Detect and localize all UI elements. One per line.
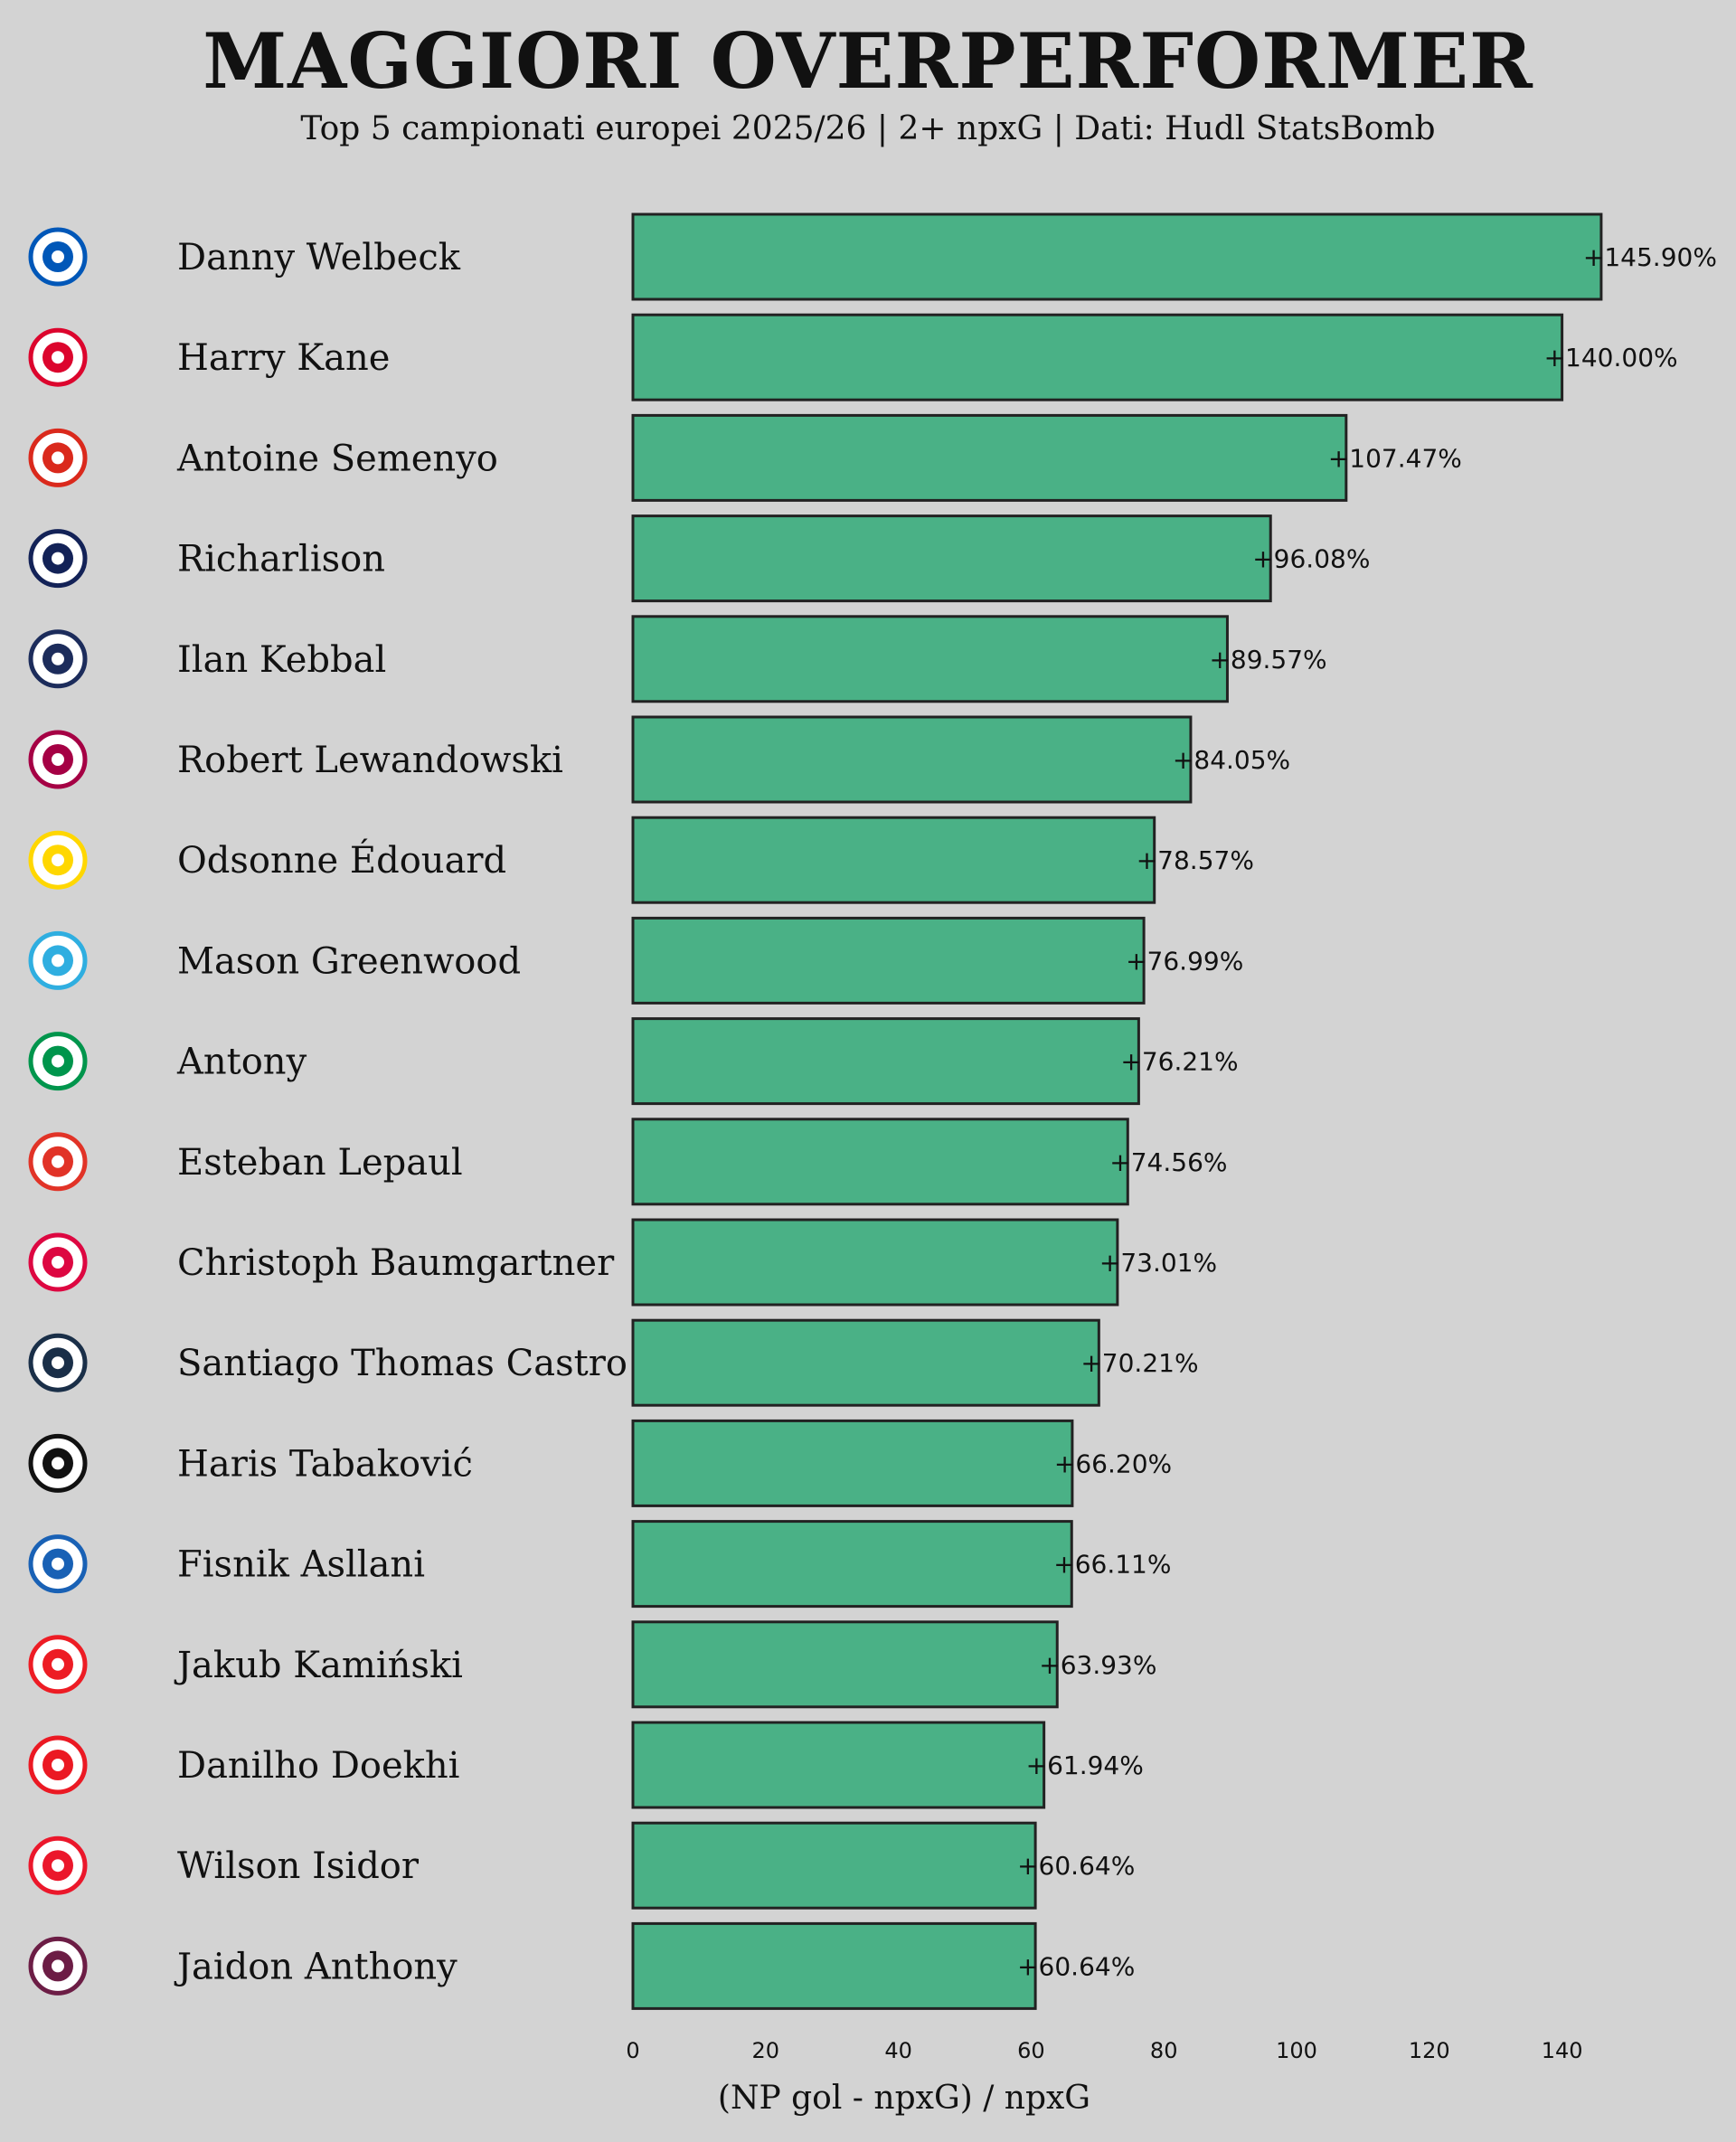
bar bbox=[631, 1620, 1059, 1709]
value-label: +145.90% bbox=[1583, 242, 1717, 272]
bar bbox=[631, 1419, 1074, 1507]
koln-crest-icon bbox=[28, 1635, 88, 1694]
value-label: +84.05% bbox=[1173, 745, 1290, 775]
x-tick-label: 80 bbox=[1150, 2038, 1178, 2063]
bar bbox=[631, 1017, 1140, 1106]
player-name: Odsonne Édouard bbox=[177, 839, 506, 882]
betis-crest-icon bbox=[28, 1032, 88, 1091]
value-label: +78.57% bbox=[1137, 845, 1254, 875]
bar bbox=[631, 1821, 1037, 1910]
value-label: +61.94% bbox=[1026, 1750, 1144, 1780]
x-tick-label: 100 bbox=[1276, 2038, 1317, 2063]
player-name: Robert Lewandowski bbox=[177, 740, 563, 781]
leipzig-crest-icon bbox=[28, 1232, 88, 1292]
value-label: +70.21% bbox=[1080, 1348, 1198, 1378]
bar bbox=[631, 715, 1193, 804]
player-name: Antony bbox=[176, 1042, 307, 1083]
player-names: Danny Welbeck Harry Kane Antoine Semenyo Ri… bbox=[174, 237, 627, 1987]
player-name: Mason Greenwood bbox=[177, 940, 521, 982]
rennes-crest-icon bbox=[28, 1132, 88, 1192]
bayern-crest-icon bbox=[28, 327, 88, 387]
player-name: Danny Welbeck bbox=[177, 237, 461, 278]
x-tick-label: 40 bbox=[884, 2038, 912, 2063]
bar bbox=[631, 615, 1229, 703]
bars bbox=[631, 212, 1603, 2010]
player-name: Esteban Lepaul bbox=[177, 1142, 463, 1184]
team-logos bbox=[28, 227, 88, 1996]
gladbach-crest-icon bbox=[28, 1433, 88, 1493]
bar bbox=[631, 1218, 1119, 1307]
player-name: Harry Kane bbox=[177, 337, 390, 379]
brighton-crest-icon bbox=[28, 227, 88, 287]
value-label: +60.64% bbox=[1017, 1951, 1135, 1981]
marseille-crest-icon bbox=[28, 930, 88, 990]
value-label: +66.11% bbox=[1053, 1550, 1171, 1580]
chart-subtitle: Top 5 campionati europei 2025/26 | 2+ np… bbox=[300, 110, 1436, 147]
bologna-crest-icon bbox=[28, 1333, 88, 1392]
bar bbox=[631, 1921, 1037, 2010]
x-tick-label: 140 bbox=[1542, 2038, 1583, 2063]
x-tick-label: 20 bbox=[752, 2038, 780, 2063]
player-name: Haris Tabaković bbox=[177, 1443, 473, 1485]
x-tick-label: 120 bbox=[1409, 2038, 1450, 2063]
x-tick-label: 60 bbox=[1017, 2038, 1045, 2063]
player-name: Danilho Doekhi bbox=[177, 1745, 459, 1787]
bar bbox=[631, 816, 1156, 904]
value-label: +66.20% bbox=[1054, 1448, 1172, 1478]
player-name: Jaidon Anthony bbox=[174, 1946, 458, 1987]
burnley-crest-icon bbox=[28, 1936, 88, 1996]
player-name: Richarlison bbox=[177, 539, 385, 580]
bournemouth-crest-icon bbox=[28, 428, 88, 487]
player-name: Santiago Thomas Castro bbox=[177, 1343, 627, 1384]
union-berlin-crest-icon bbox=[28, 1735, 88, 1795]
value-label: +140.00% bbox=[1544, 343, 1678, 373]
value-label: +76.99% bbox=[1126, 946, 1243, 976]
bar bbox=[631, 413, 1348, 502]
value-label: +96.08% bbox=[1252, 544, 1370, 574]
player-name: Wilson Isidor bbox=[177, 1845, 420, 1887]
value-label: +60.64% bbox=[1017, 1851, 1135, 1881]
player-name: Jakub Kamiński bbox=[174, 1645, 463, 1686]
paris-fc-crest-icon bbox=[28, 629, 88, 689]
player-name: Christoph Baumgartner bbox=[177, 1242, 615, 1284]
player-name: Fisnik Asllani bbox=[177, 1544, 425, 1586]
bar bbox=[631, 212, 1603, 301]
hoffenheim-crest-icon bbox=[28, 1534, 88, 1594]
x-axis-ticks: 0 20 40 60 80 100 120 140 bbox=[626, 2038, 1582, 2063]
bar bbox=[631, 1520, 1073, 1609]
bar bbox=[631, 916, 1146, 1005]
tottenham-crest-icon bbox=[28, 529, 88, 589]
value-label: +107.47% bbox=[1328, 443, 1462, 473]
x-tick-label: 0 bbox=[626, 2038, 639, 2063]
value-label: +89.57% bbox=[1209, 645, 1326, 675]
bar bbox=[631, 1118, 1129, 1206]
value-label: +76.21% bbox=[1120, 1047, 1238, 1077]
value-label: +74.56% bbox=[1109, 1147, 1227, 1177]
sunderland-crest-icon bbox=[28, 1835, 88, 1895]
player-name: Antoine Semenyo bbox=[176, 438, 498, 479]
player-name: Ilan Kebbal bbox=[177, 639, 386, 681]
lens-crest-icon bbox=[28, 830, 88, 890]
bar bbox=[631, 313, 1564, 401]
value-label: +73.01% bbox=[1099, 1248, 1217, 1278]
x-axis-label: (NP gol - npxG) / npxG bbox=[718, 2080, 1090, 2117]
barcelona-crest-icon bbox=[28, 730, 88, 789]
bar bbox=[631, 514, 1272, 603]
bar bbox=[631, 1721, 1046, 1809]
value-labels: +145.90% +140.00% +107.47% +96.08% +89.57% +8… bbox=[1017, 242, 1717, 1981]
value-label: +63.93% bbox=[1039, 1650, 1156, 1680]
bar bbox=[631, 1318, 1100, 1407]
chart-title: MAGGIORI OVERPERFORMER bbox=[203, 16, 1533, 106]
